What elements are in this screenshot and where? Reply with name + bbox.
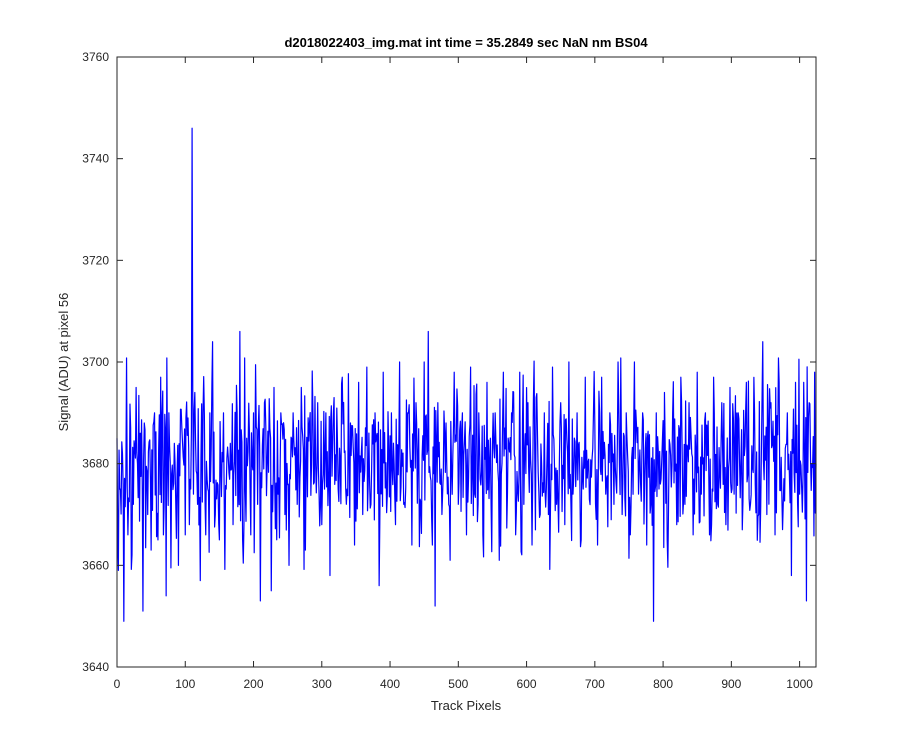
x-tick-label: 100 (175, 677, 195, 691)
x-tick-label: 1000 (786, 677, 813, 691)
x-tick-label: 0 (114, 677, 121, 691)
x-tick-label: 400 (380, 677, 400, 691)
x-tick-label: 900 (721, 677, 741, 691)
y-tick-label: 3720 (82, 253, 109, 267)
y-tick-label: 3740 (82, 152, 109, 166)
x-tick-label: 500 (448, 677, 468, 691)
plot-area (117, 57, 816, 667)
series-layer (116, 127, 817, 622)
x-tick-label: 200 (244, 677, 264, 691)
x-axis-title: Track Pixels (431, 698, 502, 713)
series-line-1 (116, 127, 817, 622)
y-tick-label: 3680 (82, 457, 109, 471)
y-tick-label: 3660 (82, 558, 109, 572)
axes-layer: 0 100 200 300 400 500 600 700 800 900 1000 3640 3660… (82, 50, 817, 691)
x-tick-label: 600 (517, 677, 537, 691)
chart-title: d2018022403_img.mat int time = 35.2849 s… (284, 35, 648, 50)
y-tick-label: 3760 (82, 50, 109, 64)
x-tick-label: 700 (585, 677, 605, 691)
y-tick-label: 3640 (82, 660, 109, 674)
x-tick-label: 300 (312, 677, 332, 691)
y-tick-label: 3700 (82, 355, 109, 369)
x-tick-label: 800 (653, 677, 673, 691)
y-axis-title: Signal (ADU) at pixel 56 (56, 293, 71, 432)
